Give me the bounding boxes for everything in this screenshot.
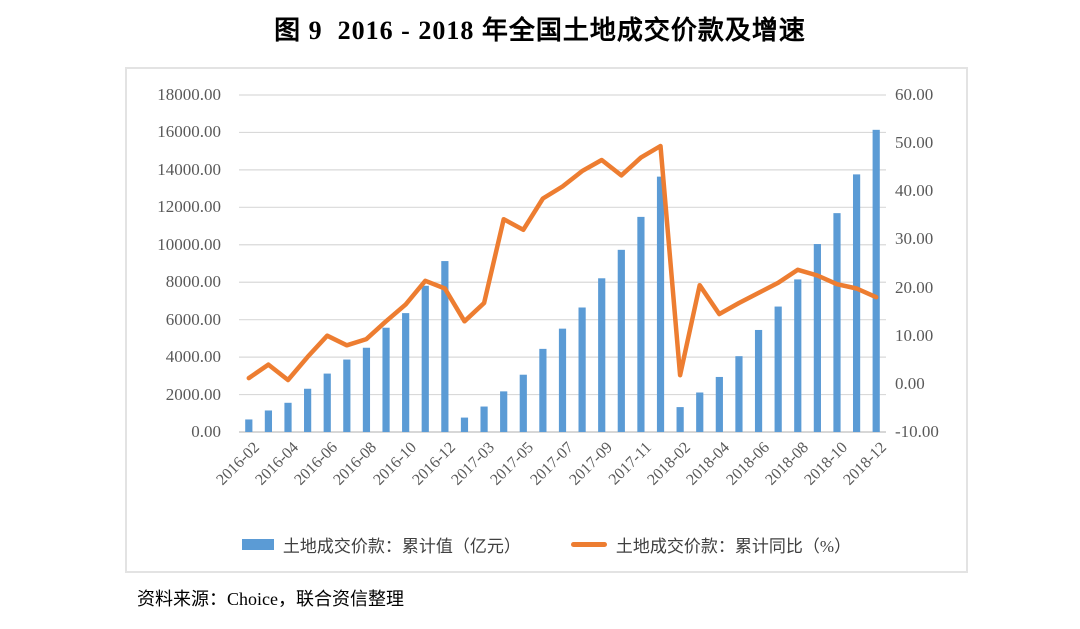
- y-axis-left-label: 0.00: [191, 422, 221, 441]
- y-axis-left-label: 4000.00: [165, 347, 221, 367]
- bar-2018-06: [754, 329, 763, 432]
- y-axis-right-label: -10.00: [895, 422, 939, 441]
- bar-2017-03: [480, 406, 488, 432]
- bar-2018-03: [696, 392, 704, 432]
- bar-2018-04: [715, 376, 723, 432]
- legend-item-line-series: 土地成交价款：累计同比（%）: [570, 532, 852, 557]
- bar-2017-04: [500, 391, 508, 432]
- bar-2017-08: [578, 307, 586, 432]
- bar-2016-05: [304, 388, 312, 432]
- bar-2018-08: [794, 279, 802, 432]
- y-axis-right-label: 10.00: [895, 325, 934, 345]
- y-axis-right-label: 60.00: [895, 85, 934, 104]
- bar-2016-10: [402, 313, 410, 432]
- bar-2017-05: [519, 374, 527, 432]
- y-axis-right-label: 20.00: [895, 277, 934, 297]
- y-axis-left-label: 16000.00: [157, 122, 221, 142]
- y-axis-right-label: 50.00: [895, 133, 934, 153]
- bar-2017-07: [558, 328, 567, 432]
- bar-2017-06: [539, 348, 547, 432]
- bar-2018-09: [813, 244, 821, 432]
- legend: 土地成交价款：累计值（亿元） 土地成交价款：累计同比（%）: [127, 532, 966, 557]
- bar-2016-09: [382, 327, 390, 432]
- bar-2018-11: [852, 174, 861, 432]
- bar-2017-12: [656, 176, 665, 432]
- bar-2016-06: [323, 373, 331, 432]
- y-axis-left-label: 18000.00: [157, 85, 221, 104]
- bar-2016-04: [284, 402, 292, 432]
- legend-item-bar-series: 土地成交价款：累计值（亿元）: [241, 532, 521, 557]
- y-axis-left-label: 10000.00: [157, 234, 221, 254]
- y-axis-left-label: 14000.00: [157, 159, 221, 179]
- plot-area: [239, 94, 886, 433]
- bar-2018-02: [676, 407, 684, 432]
- legend-label-bar-series: 土地成交价款：累计值（亿元）: [282, 537, 521, 556]
- y-axis-left-label: 6000.00: [165, 309, 221, 329]
- line-series-swatch-icon: [570, 542, 607, 547]
- y-axis-left-label: 12000.00: [157, 197, 221, 217]
- chart-frame: 土地成交价款：累计值（亿元） 土地成交价款：累计同比（%） 18000.00 16…: [125, 67, 968, 573]
- legend-label-line-series: 土地成交价款：累计同比（%）: [615, 537, 852, 556]
- y-axis-right-label: 0.00: [895, 373, 925, 393]
- bar-2017-02: [460, 417, 469, 432]
- y-axis-left-label: 2000.00: [165, 384, 221, 404]
- y-axis-left-label: 8000.00: [165, 272, 221, 292]
- bar-2018-05: [735, 356, 743, 432]
- bar-series-swatch-icon: [241, 539, 274, 550]
- bar-2016-03: [264, 410, 273, 432]
- bar-2016-12: [441, 261, 449, 432]
- bar-2017-09: [598, 278, 606, 432]
- growth-line: [246, 143, 879, 383]
- bar-2016-02: [245, 419, 253, 432]
- bar-2018-07: [774, 306, 782, 432]
- bar-2018-10: [833, 213, 841, 432]
- bar-2016-11: [421, 285, 429, 432]
- bar-2018-12: [872, 129, 880, 432]
- chart-title: 图 9 2016 - 2018 年全国土地成交价款及增速: [274, 16, 806, 45]
- y-axis-right-label: 40.00: [895, 181, 934, 201]
- bar-2017-11: [637, 216, 645, 432]
- y-axis-right-label: 30.00: [895, 229, 934, 249]
- source-note: 资料来源：Choice，联合资信整理: [137, 589, 404, 609]
- bar-2016-07: [343, 359, 351, 432]
- bar-2016-08: [362, 347, 371, 432]
- bar-2017-10: [617, 249, 625, 432]
